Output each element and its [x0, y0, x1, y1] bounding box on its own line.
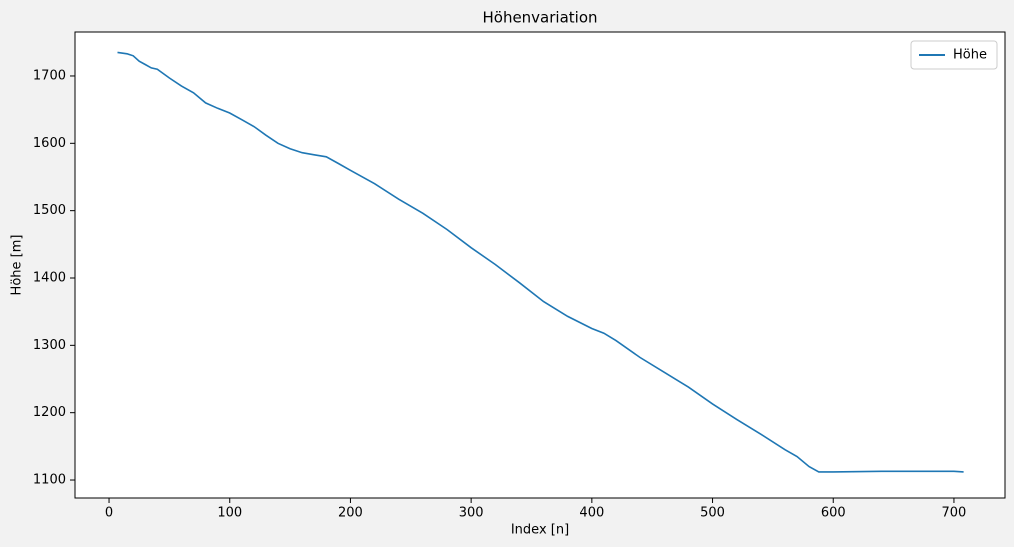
y-tick-label: 1500 [33, 203, 66, 218]
x-tick-label: 300 [459, 506, 484, 521]
y-axis-label: Höhe [m] [10, 235, 25, 296]
y-tick-label: 1400 [33, 270, 66, 285]
legend-box [910, 40, 998, 70]
line [117, 51, 964, 473]
x-axis-label: Index [n] [511, 523, 569, 538]
y-tick-label: 1600 [33, 136, 66, 151]
x-tick-label: 0 [105, 506, 113, 521]
x-tick-label: 200 [338, 506, 363, 521]
x-tick-label: 400 [579, 506, 604, 521]
plot-area [74, 31, 1006, 499]
chart-title: Höhenvariation [482, 9, 597, 27]
y-tick-label: 1300 [33, 338, 66, 353]
x-tick-label: 700 [942, 506, 967, 521]
y-tick-label: 1200 [33, 405, 66, 420]
y-tick-label: 1100 [33, 473, 66, 488]
x-tick-label: 500 [700, 506, 725, 521]
x-tick-label: 100 [217, 506, 242, 521]
x-tick-label: 600 [821, 506, 846, 521]
legend-label: Höhe [953, 48, 987, 63]
y-tick-label: 1700 [33, 68, 66, 83]
